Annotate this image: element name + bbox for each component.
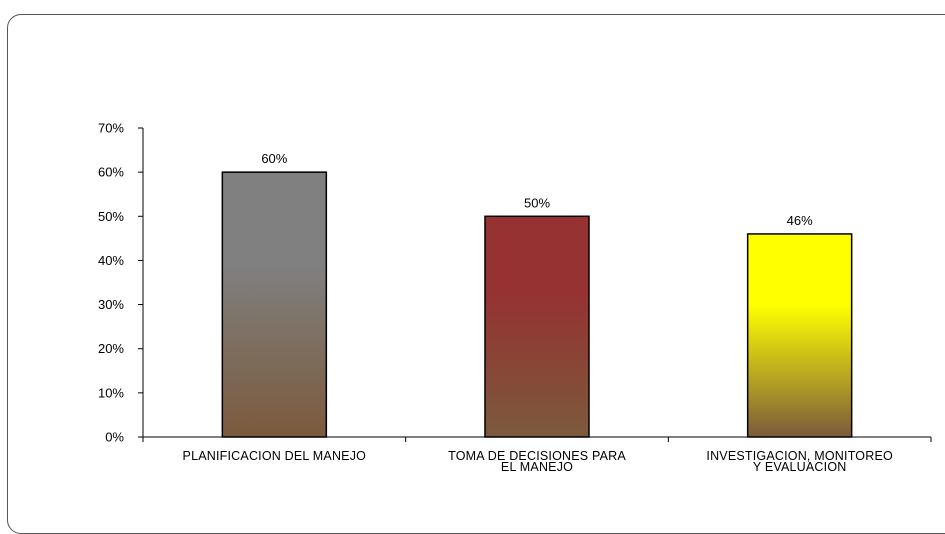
bars	[221, 171, 853, 438]
y-tick-label: 20%	[98, 341, 124, 356]
data-label: 60%	[261, 151, 287, 166]
x-tick-label: Y EVALUACION	[753, 460, 847, 474]
x-tick-label: PLANIFICACION DEL MANEJO	[183, 449, 367, 463]
y-tick-label: 0%	[105, 430, 124, 445]
bar	[484, 215, 590, 438]
y-tick-label: 70%	[98, 121, 124, 136]
labels: 60% PLANIFICACION DEL MANEJO 50% TOMA DE DE…	[183, 151, 893, 474]
data-label: 50%	[524, 195, 550, 210]
x-tick-label: TOMA DE DECISIONES PARA	[448, 449, 626, 463]
x-tick-label: INVESTIGACION, MONITOREO	[706, 449, 893, 463]
y-tick-label: 50%	[98, 209, 124, 224]
y-tick-label: 30%	[98, 297, 124, 312]
y-tick-label: 10%	[98, 385, 124, 400]
y-tick-label: 60%	[98, 165, 124, 180]
bar	[221, 171, 328, 438]
data-label: 46%	[787, 213, 813, 228]
bar	[746, 233, 853, 438]
y-tick-label: 40%	[98, 253, 124, 268]
x-tick-label: EL MANEJO	[501, 460, 573, 474]
